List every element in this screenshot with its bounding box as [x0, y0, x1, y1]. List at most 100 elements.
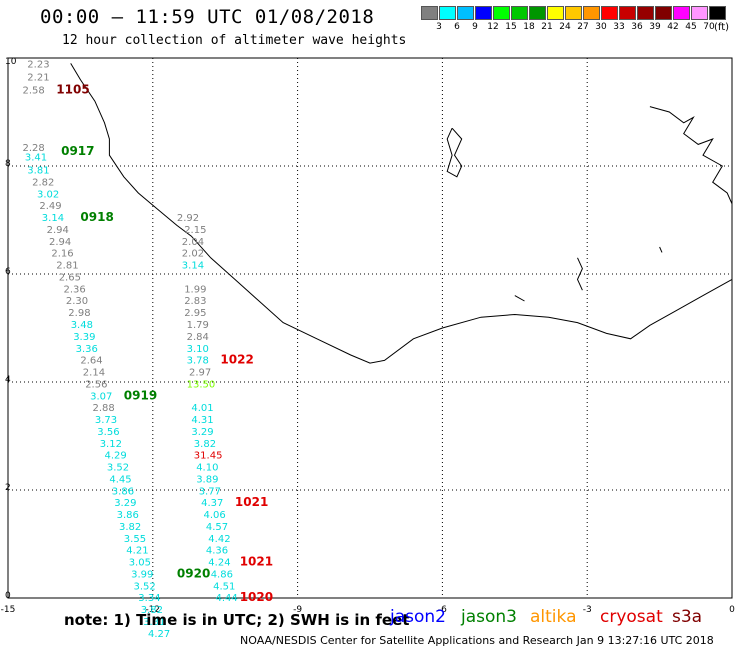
wave-height-label: 4.21	[126, 546, 148, 557]
wave-height-label: 3.82	[119, 522, 141, 533]
legend-swatch	[475, 6, 492, 20]
x-tick-label: -12	[145, 605, 160, 615]
wave-height-label: 2.56	[85, 379, 107, 390]
wave-height-label: 4.51	[213, 581, 235, 592]
wave-height-label: 3.86	[117, 510, 139, 521]
wave-height-label: 4.24	[208, 558, 230, 569]
satellite-jason2: jason2	[390, 607, 446, 627]
coastline-detail	[649, 106, 733, 205]
legend-swatch	[691, 6, 708, 20]
wave-height-label: 4.42	[208, 534, 230, 545]
wave-height-label: 3.34	[138, 593, 160, 604]
x-tick-label: -9	[293, 605, 302, 615]
pass-time-label: 1021	[240, 555, 273, 569]
wave-height-label: 3.73	[95, 415, 117, 426]
wave-height-label: 3.29	[191, 427, 213, 438]
wave-height-label: 4.06	[204, 510, 226, 521]
legend-swatch	[601, 6, 618, 20]
legend-label: 33	[613, 22, 625, 32]
satellite-s3a: s3a	[672, 607, 703, 627]
wave-height-label: 4.01	[191, 403, 213, 414]
wave-height-label: 2.84	[187, 332, 209, 343]
wave-height-label: 2.94	[47, 225, 69, 236]
wave-height-label: 2.04	[182, 237, 204, 248]
wave-height-label: 1.79	[187, 320, 209, 331]
chart-subtitle: 12 hour collection of altimeter wave hei…	[62, 33, 407, 48]
wave-height-label: 1.99	[184, 284, 206, 295]
legend-swatch	[457, 6, 474, 20]
wave-height-label: 3.82	[194, 439, 216, 450]
y-tick-label: 6	[5, 267, 11, 277]
wave-height-label: 3.05	[129, 558, 151, 569]
wave-height-label: 3.02	[37, 189, 59, 200]
wave-height-label: 3.55	[124, 534, 146, 545]
wave-height-label: 2.23	[27, 60, 49, 71]
wave-height-label: 2.02	[182, 249, 204, 260]
wave-height-label: 3.78	[187, 356, 209, 367]
wave-height-label: 3.07	[90, 391, 112, 402]
wave-height-label: 4.31	[191, 415, 213, 426]
wave-height-label: 2.64	[80, 356, 102, 367]
wave-height-label: 2.95	[184, 308, 206, 319]
legend-swatch	[673, 6, 690, 20]
wave-height-label: 2.16	[51, 249, 73, 260]
legend-label: 6	[454, 22, 460, 32]
wave-height-label: 2.81	[56, 261, 78, 272]
legend-swatch	[565, 6, 582, 20]
legend-label: 45	[685, 22, 697, 32]
satellite-jason3: jason3	[461, 607, 517, 627]
wave-height-label: 3.56	[97, 427, 119, 438]
legend-label: 70	[703, 22, 715, 32]
y-tick-label: 2	[5, 483, 11, 493]
color-scale-legend: 3 6 9 12 15 18 21 24 27 30 33 36 39 42 45 70	[421, 6, 727, 32]
wave-height-label: 2.88	[93, 403, 115, 414]
satellite-cryosat: cryosat	[600, 607, 663, 627]
wave-height-label: 2.30	[66, 296, 88, 307]
wave-height-label: 3.81	[143, 617, 165, 628]
legend-label: 3	[436, 22, 442, 32]
coastline-detail	[659, 246, 663, 253]
legend-label: 27	[577, 22, 589, 32]
wave-height-label: 13.50	[187, 379, 216, 390]
wave-height-label: 3.14	[42, 213, 64, 224]
wave-height-label: 4.27	[148, 629, 170, 640]
pass-time-label: 0917	[61, 144, 94, 158]
coastline	[70, 63, 733, 364]
x-tick-label: -15	[1, 605, 16, 615]
wave-height-label: 3.86	[112, 486, 134, 497]
wave-height-label: 4.86	[211, 570, 233, 581]
wave-height-label: 31.45	[194, 451, 223, 462]
wave-height-label: 3.82	[141, 605, 163, 616]
legend-label: 42	[667, 22, 679, 32]
wave-height-label: 2.36	[64, 284, 86, 295]
legend-swatch	[439, 6, 456, 20]
legend-swatches	[421, 6, 727, 20]
legend-swatch	[511, 6, 528, 20]
legend-label: 18	[523, 22, 535, 32]
legend-label: 21	[541, 22, 553, 32]
wave-height-label: 2.92	[177, 213, 199, 224]
pass-time-label: 0918	[80, 210, 113, 224]
legend-swatch	[709, 6, 726, 20]
y-tick-label: 8	[5, 159, 11, 169]
wave-height-label: 2.97	[189, 368, 211, 379]
wave-height-label: 4.36	[206, 546, 228, 557]
coastline-detail	[576, 257, 583, 291]
x-tick-label: -6	[438, 605, 447, 615]
wave-height-label: 2.94	[49, 237, 71, 248]
legend-swatch	[529, 6, 546, 20]
wave-height-label: 2.49	[39, 201, 61, 212]
satellite-altika: altika	[530, 607, 577, 627]
wave-height-label: 3.39	[73, 332, 95, 343]
wave-height-label: 4.45	[109, 474, 131, 485]
wave-height-label: 2.21	[27, 73, 49, 84]
legend-label: 30	[595, 22, 607, 32]
legend-labels: 3 6 9 12 15 18 21 24 27 30 33 36 39 42 45 70	[421, 22, 727, 32]
legend-swatch	[637, 6, 654, 20]
y-tick-label: 10	[5, 57, 17, 67]
legend-swatch	[619, 6, 636, 20]
wave-height-label: 4.44	[216, 593, 238, 604]
wave-height-label: 3.52	[134, 581, 156, 592]
wave-height-label: 3.41	[25, 153, 47, 164]
